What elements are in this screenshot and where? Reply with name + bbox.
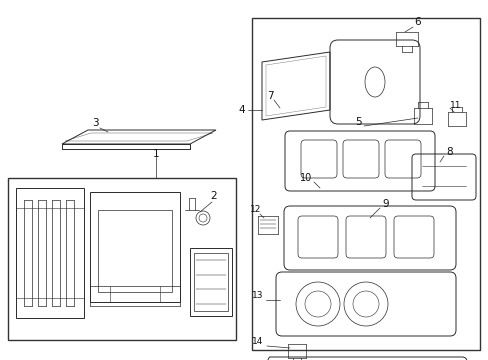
Text: 10: 10: [299, 173, 311, 183]
Text: 12: 12: [250, 206, 261, 215]
Bar: [90, 192, 180, 302]
Text: 9: 9: [382, 199, 388, 209]
Bar: [8, 178, 236, 340]
Bar: [251, 18, 479, 350]
Bar: [190, 248, 231, 316]
Text: 6: 6: [414, 17, 421, 27]
Text: 8: 8: [446, 147, 452, 157]
Text: 1: 1: [152, 149, 159, 159]
Text: 13: 13: [252, 292, 263, 301]
Text: 14: 14: [252, 338, 263, 346]
Text: 11: 11: [449, 100, 461, 109]
Text: 4: 4: [238, 105, 245, 115]
Text: 7: 7: [266, 91, 273, 101]
Text: 2: 2: [210, 191, 217, 201]
Bar: [194, 253, 227, 311]
Bar: [98, 210, 172, 292]
Text: 5: 5: [354, 117, 361, 127]
Bar: [16, 188, 84, 318]
Text: 3: 3: [92, 118, 98, 128]
